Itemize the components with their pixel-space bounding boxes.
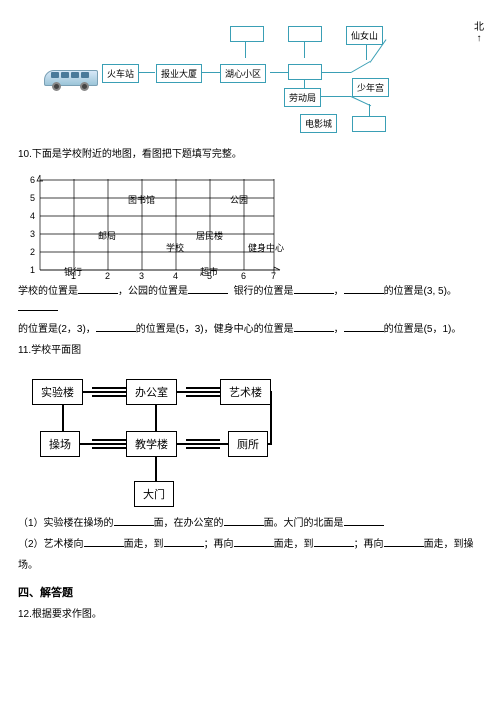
tower-node: 报业大厦: [156, 64, 202, 83]
grid-chart: 6 5 4 3 2 1 1 2 3 4 5 6 7 图书馆 公园 邮局 学校 居…: [26, 167, 286, 279]
q11-sub2b: 场。: [18, 557, 482, 574]
bus-icon: [44, 66, 100, 92]
plan-diagram: 实验楼 办公室 艺术楼 操场 教学楼 厕所 大门: [26, 367, 306, 507]
youth-palace-node: 少年宫: [352, 78, 389, 97]
q10-line1: 学校的位置是，公园的位置是 银行的位置是，的位置是(3, 5)。: [18, 283, 482, 317]
section-4-title: 四、解答题: [18, 584, 482, 600]
map-diagram: 仙女山 火车站 报业大厦 湖心小区 少年宫 劳动局 电影城 北↑: [58, 10, 482, 140]
q11-sub2: （2）艺术楼向面走，到；再向面走，到；再向面走，到操: [18, 536, 482, 553]
q12: 12.根据要求作图。: [18, 606, 482, 623]
cinema-node: 电影城: [300, 114, 337, 133]
bus-station-node: 火车站: [102, 64, 139, 83]
community-node: 湖心小区: [220, 64, 266, 83]
q10-intro: 10.下面是学校附近的地图，看图把下题填写完整。: [18, 146, 482, 163]
q11-title: 11.学校平面图: [18, 342, 482, 359]
fairy-hill-node: 仙女山: [346, 26, 383, 45]
north-indicator: 北↑: [474, 18, 484, 44]
labor-bureau-node: 劳动局: [284, 88, 321, 107]
q10-line2: 的位置是(2，3)，的位置是(5，3)，健身中心的位置是，的位置是(5，1)。: [18, 321, 482, 338]
q11-sub1: （1）实验楼在操场的面，在办公室的面。大门的北面是: [18, 515, 482, 532]
